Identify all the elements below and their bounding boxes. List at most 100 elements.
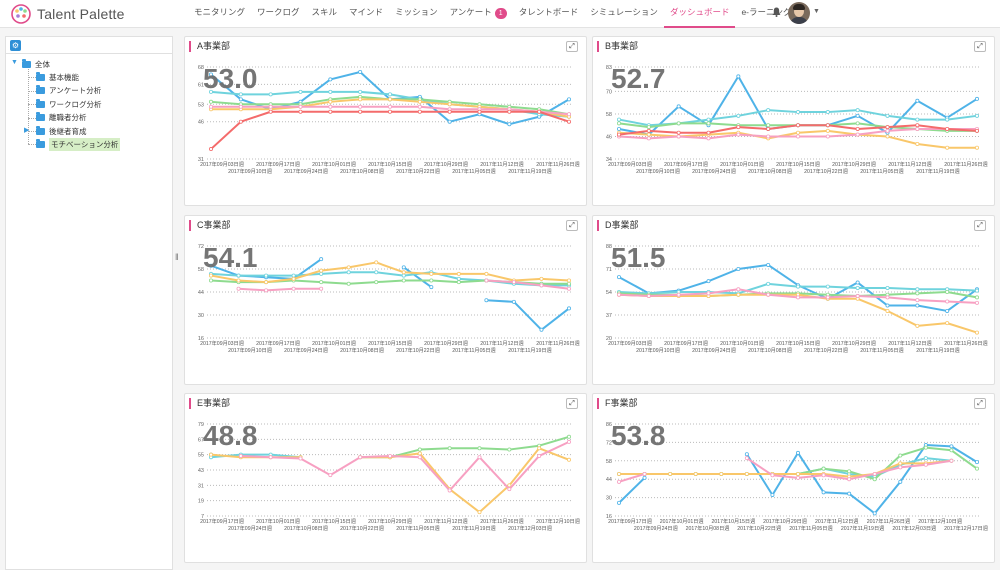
data-point[interactable] <box>855 280 860 285</box>
data-point[interactable] <box>319 286 324 291</box>
data-point[interactable] <box>417 447 422 452</box>
data-point[interactable] <box>208 99 213 104</box>
data-point[interactable] <box>693 471 698 476</box>
data-point[interactable] <box>298 109 303 114</box>
data-point[interactable] <box>374 260 379 265</box>
data-point[interactable] <box>974 295 979 300</box>
data-point[interactable] <box>855 132 860 137</box>
data-point[interactable] <box>795 123 800 128</box>
data-point[interactable] <box>847 477 852 482</box>
nav-item-4[interactable]: ミッション <box>389 0 444 28</box>
tree-item-4[interactable]: 離職者分析 <box>36 112 87 124</box>
data-point[interactable] <box>945 126 950 131</box>
bell-icon[interactable] <box>772 7 781 20</box>
data-point[interactable] <box>264 280 269 285</box>
data-point[interactable] <box>744 471 749 476</box>
data-point[interactable] <box>447 119 452 124</box>
data-point[interactable] <box>319 271 324 276</box>
data-point[interactable] <box>821 490 826 495</box>
data-point[interactable] <box>945 290 950 295</box>
data-point[interactable] <box>855 113 860 118</box>
data-point[interactable] <box>676 104 681 109</box>
data-point[interactable] <box>238 92 243 97</box>
tree-item-2[interactable]: アンケート分析 <box>36 85 101 97</box>
data-point[interactable] <box>358 89 363 94</box>
data-point[interactable] <box>974 460 979 465</box>
data-point[interactable] <box>616 479 621 484</box>
data-point[interactable] <box>484 298 489 303</box>
data-point[interactable] <box>477 446 482 451</box>
data-point[interactable] <box>795 134 800 139</box>
data-point[interactable] <box>949 458 954 463</box>
data-point[interactable] <box>447 109 452 114</box>
data-point[interactable] <box>387 453 392 458</box>
data-point[interactable] <box>825 110 830 115</box>
data-point[interactable] <box>447 102 452 107</box>
data-point[interactable] <box>319 280 324 285</box>
data-point[interactable] <box>208 452 213 457</box>
expand-icon[interactable]: ⤢ <box>566 220 578 231</box>
data-point[interactable] <box>795 471 800 476</box>
data-point[interactable] <box>676 130 681 135</box>
data-point[interactable] <box>539 327 544 332</box>
data-point[interactable] <box>795 130 800 135</box>
data-point[interactable] <box>668 471 673 476</box>
nav-item-6[interactable]: タレントボード <box>513 0 585 28</box>
nav-item-0[interactable]: モニタリング <box>188 0 251 28</box>
data-point[interactable] <box>646 136 651 141</box>
data-point[interactable] <box>736 287 741 292</box>
data-point[interactable] <box>319 268 324 273</box>
data-point[interactable] <box>328 77 333 82</box>
data-point[interactable] <box>898 453 903 458</box>
data-point[interactable] <box>706 291 711 296</box>
data-point[interactable] <box>923 462 928 467</box>
data-point[interactable] <box>915 141 920 146</box>
data-point[interactable] <box>566 278 571 283</box>
data-point[interactable] <box>872 477 877 482</box>
data-point[interactable] <box>268 104 273 109</box>
tree-item-0[interactable]: 全体 <box>22 58 50 70</box>
data-point[interactable] <box>616 500 621 505</box>
data-point[interactable] <box>915 126 920 131</box>
nav-item-1[interactable]: ワークログ <box>251 0 306 28</box>
data-point[interactable] <box>566 457 571 462</box>
data-point[interactable] <box>477 455 482 460</box>
data-point[interactable] <box>387 109 392 114</box>
data-point[interactable] <box>872 511 877 516</box>
data-point[interactable] <box>208 89 213 94</box>
data-point[interactable] <box>821 473 826 478</box>
data-point[interactable] <box>208 263 213 268</box>
data-point[interactable] <box>915 98 920 103</box>
chevron-down-icon[interactable]: ▼ <box>813 8 820 15</box>
user-avatar[interactable] <box>788 2 810 24</box>
data-point[interactable] <box>923 445 928 450</box>
nav-item-5[interactable]: アンケート 1 <box>444 0 513 28</box>
app-logo[interactable]: Talent Palette <box>10 3 125 25</box>
data-point[interactable] <box>358 97 363 102</box>
data-point[interactable] <box>915 117 920 122</box>
data-point[interactable] <box>974 330 979 335</box>
nav-item-9[interactable]: e-ラーニング <box>735 0 797 28</box>
data-point[interactable] <box>915 303 920 308</box>
data-point[interactable] <box>915 123 920 128</box>
data-point[interactable] <box>566 281 571 286</box>
data-point[interactable] <box>885 125 890 130</box>
data-point[interactable] <box>642 471 647 476</box>
data-point[interactable] <box>885 295 890 300</box>
data-point[interactable] <box>328 89 333 94</box>
data-point[interactable] <box>825 128 830 133</box>
data-point[interactable] <box>898 479 903 484</box>
data-point[interactable] <box>744 452 749 457</box>
data-point[interactable] <box>477 109 482 114</box>
data-point[interactable] <box>346 281 351 286</box>
data-point[interactable] <box>291 286 296 291</box>
data-point[interactable] <box>477 510 482 515</box>
data-point[interactable] <box>915 291 920 296</box>
data-point[interactable] <box>770 473 775 478</box>
data-point[interactable] <box>825 123 830 128</box>
data-point[interactable] <box>795 284 800 289</box>
nav-item-3[interactable]: マインド <box>343 0 389 28</box>
data-point[interactable] <box>945 308 950 313</box>
data-point[interactable] <box>766 126 771 131</box>
data-point[interactable] <box>676 292 681 297</box>
